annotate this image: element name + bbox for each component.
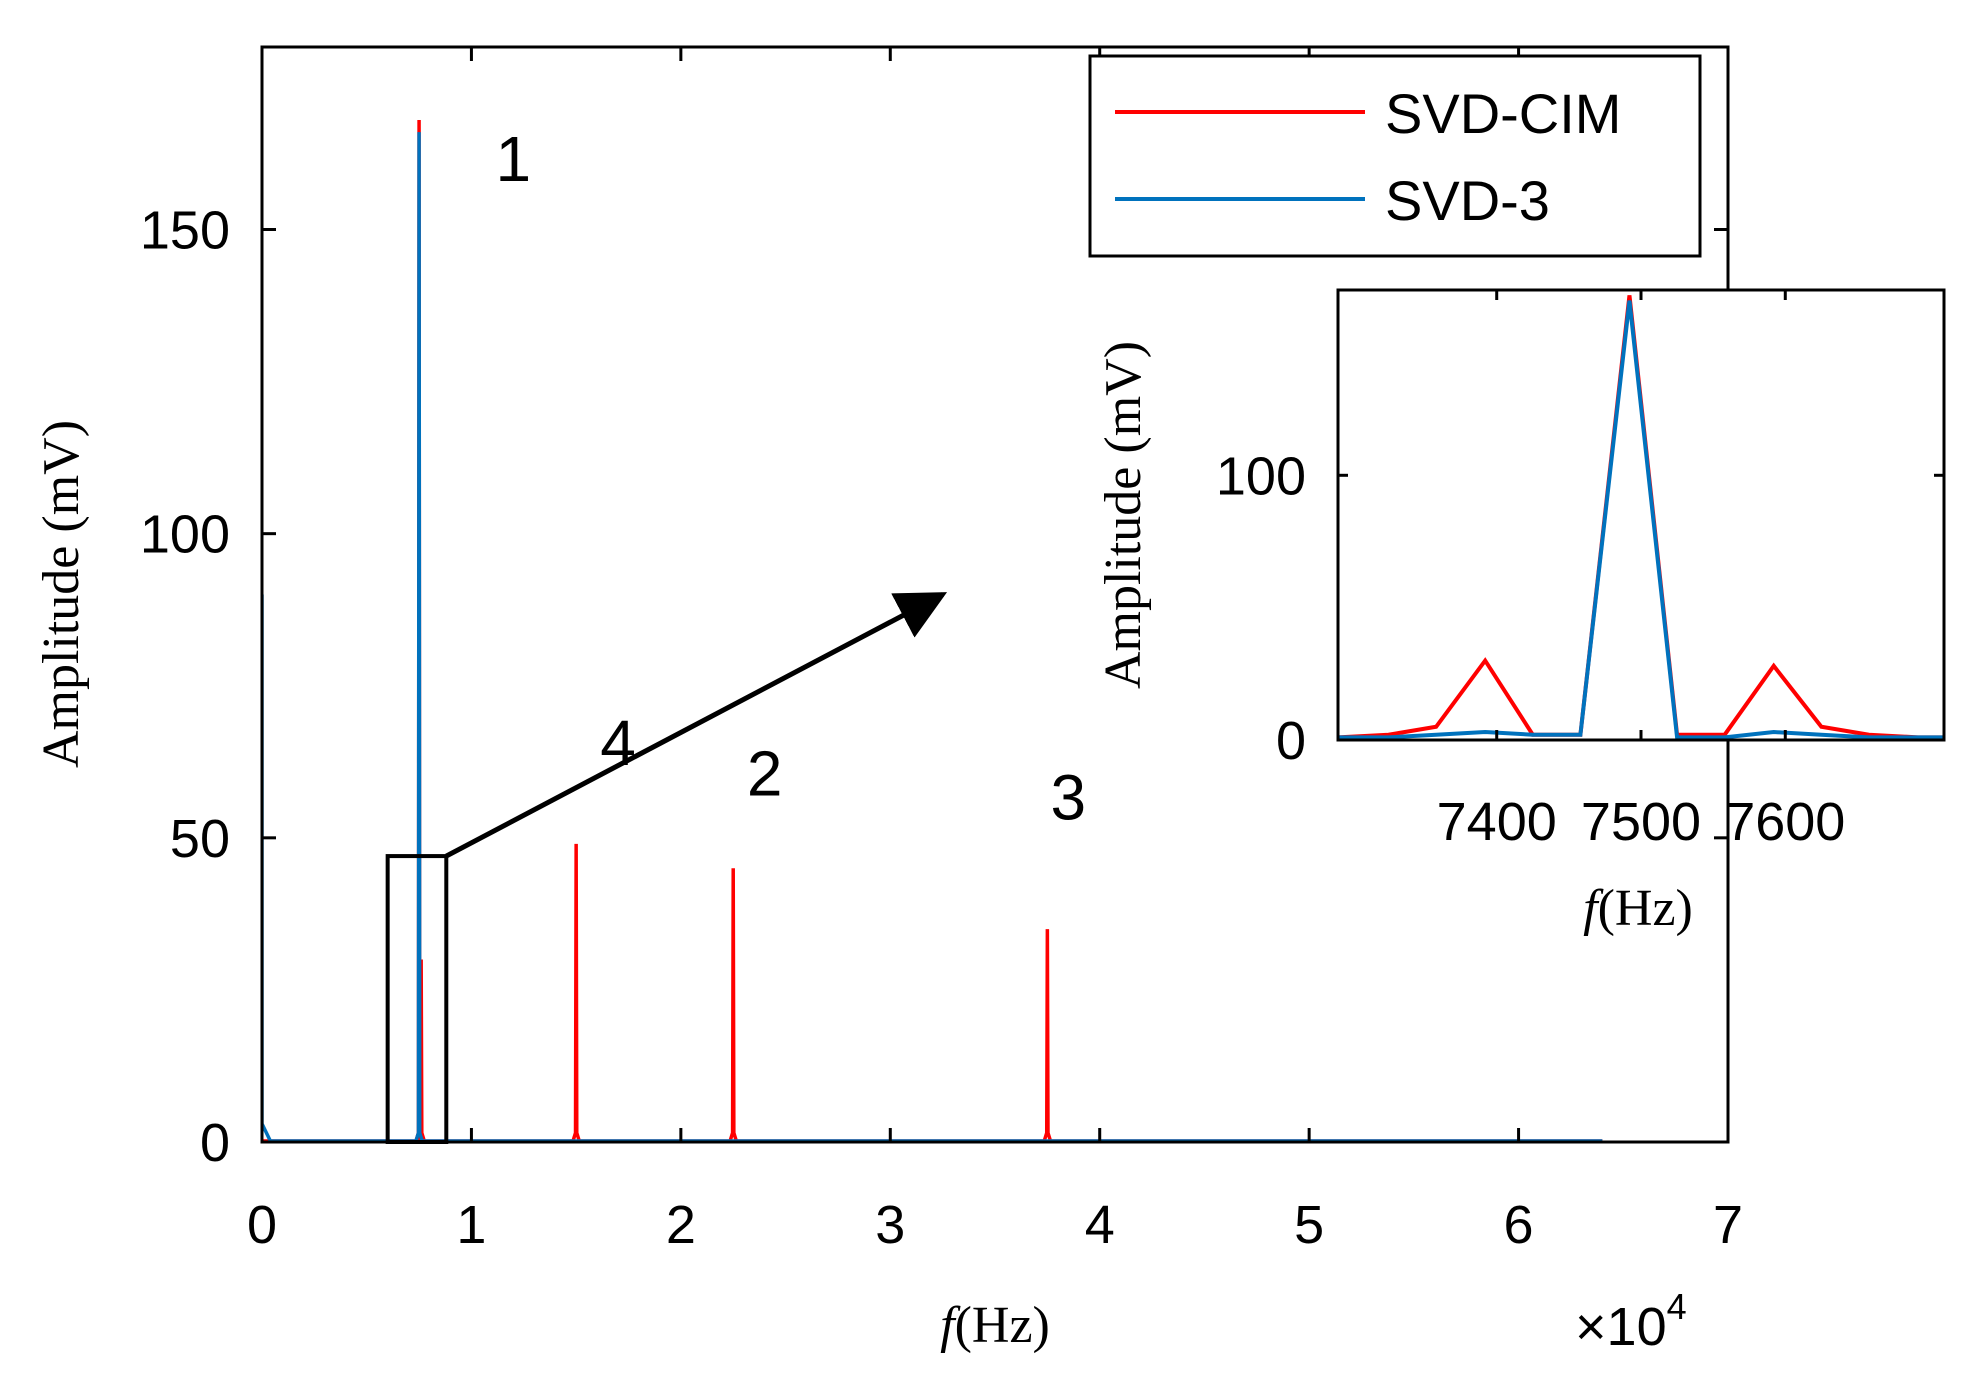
x-exponent-base: 10 xyxy=(1607,1297,1667,1357)
inset-chart: 7400 7500 7600 0 100 Amplitude (mV) f(Hz) xyxy=(1095,288,1946,937)
main-x-tick-label: 4 xyxy=(1085,1195,1115,1255)
zoom-arrow xyxy=(445,592,948,859)
inset-x-tick-label: 7500 xyxy=(1581,792,1701,852)
legend-label-svd-cim: SVD-CIM xyxy=(1385,82,1621,145)
main-x-tick-label: 5 xyxy=(1294,1195,1324,1255)
main-x-tick-label: 2 xyxy=(666,1195,696,1255)
main-y-tick-label: 0 xyxy=(200,1113,230,1173)
main-x-axis-label: f(Hz) xyxy=(940,1297,1050,1354)
x-exponent-times: × xyxy=(1575,1297,1607,1357)
main-y-tick-label: 150 xyxy=(140,201,230,261)
peak-annotations: 14 2 3 xyxy=(496,123,1087,834)
main-x-tick-label: 6 xyxy=(1504,1195,1534,1255)
main-axis-ticks: 0 1 2 3 4 5 6 7 0 50 100 150 xyxy=(140,47,1743,1255)
zoom-region-box xyxy=(385,854,449,1144)
inset-series-line-svd-3 xyxy=(1338,300,1944,740)
main-y-tick-label: 50 xyxy=(170,809,230,869)
main-x-tick-label: 1 xyxy=(456,1195,486,1255)
legend-label-svd-3: SVD-3 xyxy=(1385,169,1550,232)
legend-box xyxy=(1088,54,1702,258)
main-x-tick-label: 3 xyxy=(875,1195,905,1255)
main-series-group xyxy=(262,119,1603,1142)
inset-axis-ticks: 7400 7500 7600 0 100 xyxy=(1216,290,1944,852)
main-x-axis-label-unit: (Hz) xyxy=(955,1297,1050,1354)
inset-x-axis-label: f(Hz) xyxy=(1583,880,1693,937)
x-exponent-label: ×104 xyxy=(1575,1286,1687,1357)
main-x-tick-label: 0 xyxy=(247,1195,277,1255)
inset-y-tick-label: 0 xyxy=(1276,711,1306,771)
inset-x-axis-label-unit: (Hz) xyxy=(1598,880,1693,937)
peak-annotation-3: 3 xyxy=(1051,762,1087,834)
main-y-tick-label: 100 xyxy=(140,505,230,565)
main-x-tick-label: 7 xyxy=(1713,1195,1743,1255)
inset-x-tick-label: 7400 xyxy=(1437,792,1557,852)
inset-y-tick-label: 100 xyxy=(1216,446,1306,506)
peak-annotation-1: 1 xyxy=(496,123,532,195)
inset-x-tick-label: 7600 xyxy=(1725,792,1845,852)
inset-background xyxy=(1338,290,1944,740)
legend: SVD-CIM SVD-3 xyxy=(1088,54,1702,258)
x-exponent-power: 4 xyxy=(1667,1286,1687,1327)
inset-y-axis-label: Amplitude (mV) xyxy=(1095,341,1152,689)
peak-annotation-2: 2 xyxy=(747,737,783,809)
main-y-axis-label: Amplitude (mV) xyxy=(33,420,90,768)
inset-series-group xyxy=(1338,295,1944,740)
main-series-line-svd-3 xyxy=(262,132,1603,1142)
